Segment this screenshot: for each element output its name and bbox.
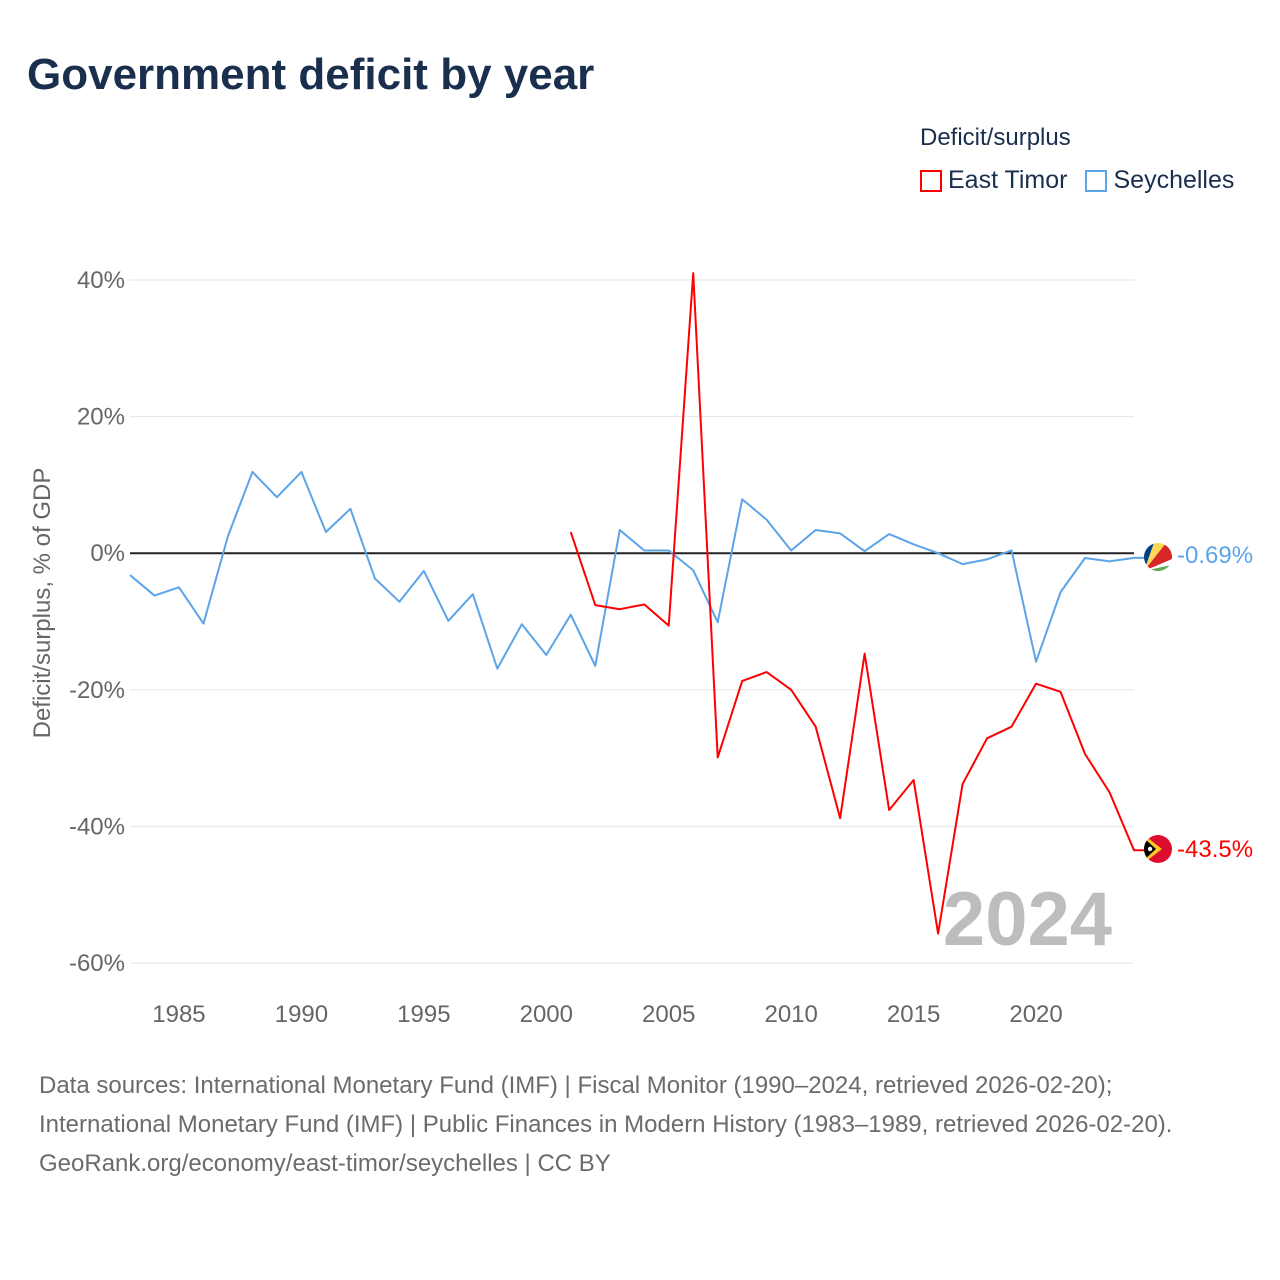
- x-tick-label: 1995: [397, 1001, 450, 1028]
- x-tick-label: 2000: [520, 1001, 573, 1028]
- x-tick-label: 2010: [764, 1001, 817, 1028]
- seychelles-flag-icon: [1144, 543, 1172, 571]
- data-sources: Data sources: International Monetary Fun…: [39, 1072, 1173, 1138]
- legend-swatch-seychelles: [1085, 169, 1108, 192]
- chart-title: Government deficit by year: [27, 50, 595, 99]
- x-tick-label: 1985: [152, 1001, 205, 1028]
- x-tick-label: 2015: [887, 1001, 940, 1028]
- legend-item-east-timor[interactable]: East Timor: [920, 166, 1067, 195]
- y-tick-label: -60%: [69, 950, 125, 977]
- east-timor-flag-icon: [1144, 835, 1172, 863]
- end-label-seychelles: -0.69%: [1177, 542, 1253, 569]
- x-tick-label: 2005: [642, 1001, 695, 1028]
- y-tick-label: -40%: [69, 813, 125, 840]
- end-label-east-timor: -43.5%: [1177, 836, 1253, 863]
- legend-label: East Timor: [948, 166, 1068, 194]
- legend-item-seychelles[interactable]: Seychelles: [1085, 166, 1234, 195]
- x-tick-label: 2020: [1009, 1001, 1062, 1028]
- series-line-seychelles[interactable]: [129, 470, 1144, 670]
- y-tick-label: 40%: [77, 267, 125, 294]
- footer: Data sources: International Monetary Fun…: [39, 1066, 1239, 1183]
- series-line-east-timor[interactable]: [569, 272, 1144, 935]
- y-axis-label: Deficit/surplus, % of GDP: [29, 468, 56, 739]
- y-tick-label: 0%: [90, 540, 125, 567]
- legend-title: Deficit/surplus: [920, 124, 1071, 151]
- x-tick-label: 1990: [275, 1001, 328, 1028]
- chart: 40% 20% 0% -20% -40% -60% 1985 1990 1995 2000 2005…: [29, 267, 1253, 1028]
- credit-link[interactable]: GeoRank.org/economy/east-timor/seychelle…: [39, 1150, 611, 1177]
- y-tick-label: 20%: [77, 404, 125, 431]
- legend: East Timor Seychelles: [920, 166, 1234, 195]
- legend-swatch-east-timor: [920, 169, 942, 192]
- y-tick-label: -20%: [69, 677, 125, 704]
- legend-label: Seychelles: [1113, 166, 1235, 194]
- year-watermark: 2024: [943, 877, 1112, 962]
